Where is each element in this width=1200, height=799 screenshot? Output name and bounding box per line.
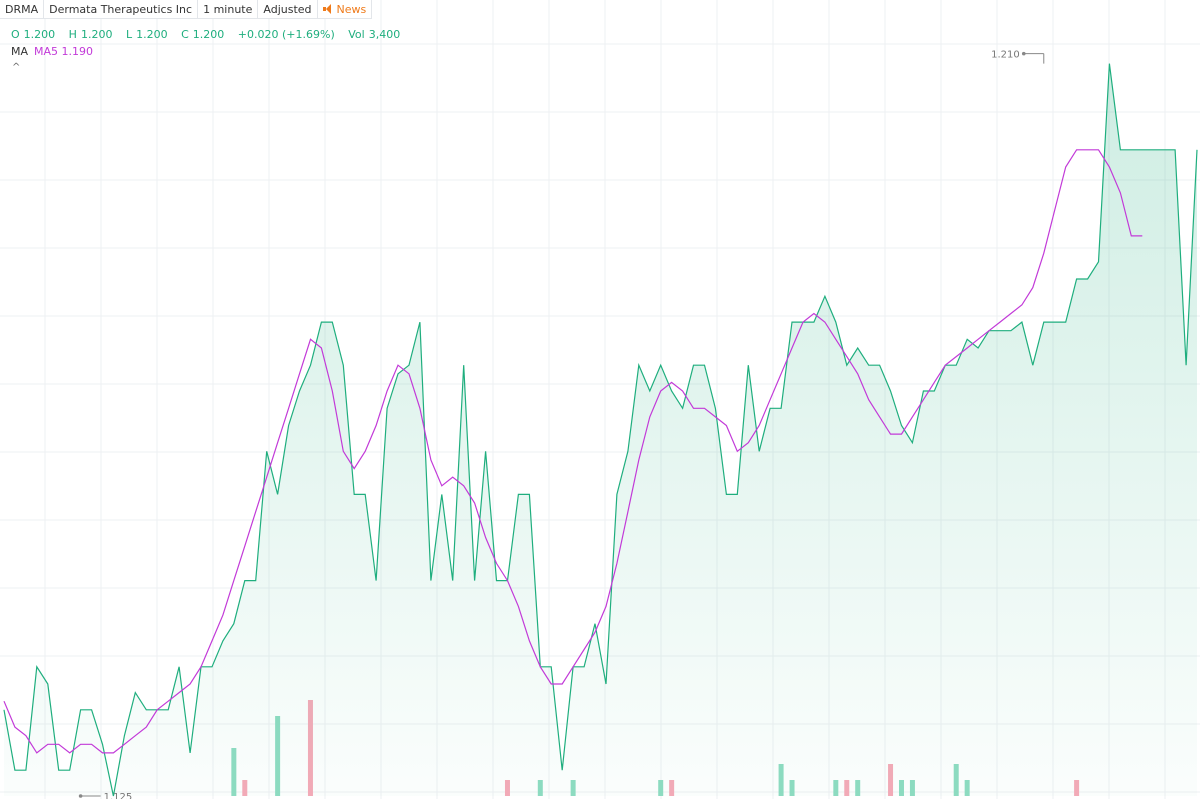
high-value: 1.200 (80, 28, 113, 41)
annotation-dot (78, 794, 83, 798)
series-lines (3, 63, 1198, 797)
symbol-label[interactable]: DRMA (0, 0, 45, 19)
max-price-label: 1.210 (991, 50, 1020, 61)
ma5-line (3, 149, 1143, 754)
close-label: C (181, 28, 189, 41)
symbol-toolbar: DRMA Dermata Therapeutics Inc 1 minute A… (0, 0, 373, 19)
annotations: 1.210 1.125 (78, 50, 1045, 799)
adjusted-button[interactable]: Adjusted (258, 0, 318, 19)
open-value: 1.200 (23, 28, 56, 41)
interval-button[interactable]: 1 minute (198, 0, 259, 19)
close-value: 1.200 (192, 28, 225, 41)
low-label: L (125, 28, 133, 41)
price-area (4, 63, 1197, 797)
min-price-label: 1.125 (104, 792, 133, 799)
news-label: News (336, 2, 367, 16)
volume-value: 3,400 (368, 28, 401, 41)
ma-label[interactable]: MA (11, 45, 29, 58)
annotation-dot (1021, 51, 1026, 56)
high-label: H (68, 28, 77, 41)
speaker-icon (322, 4, 333, 14)
ohlc-legend: O 1.200 H 1.200 L 1.200 C 1.200 +0.020 (+1.6… (11, 28, 404, 41)
ma5-value: MA5 1.190 (34, 45, 94, 58)
ma-legend: MA MA5 1.190 (11, 45, 93, 58)
change-value: +0.020 (+1.69%) (237, 28, 335, 41)
volume-label: Vol (348, 28, 365, 41)
open-label: O (11, 28, 20, 41)
company-name: Dermata Therapeutics Inc (44, 0, 199, 19)
price-area-fill (4, 63, 1197, 797)
low-value: 1.200 (136, 28, 168, 41)
price-line (3, 63, 1198, 797)
news-button[interactable]: News (317, 0, 373, 19)
collapse-icon[interactable]: ^ (12, 62, 21, 73)
